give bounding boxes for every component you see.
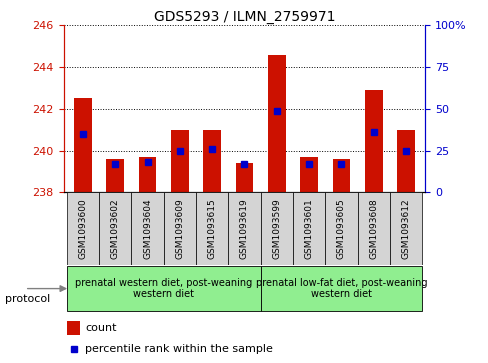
Bar — [67, 266, 260, 311]
Text: count: count — [85, 323, 117, 333]
Bar — [163, 192, 196, 265]
Bar — [292, 192, 325, 265]
Bar — [364, 90, 382, 192]
Bar — [203, 130, 221, 192]
Bar — [67, 192, 99, 265]
Text: GSM1093619: GSM1093619 — [240, 198, 248, 259]
Bar — [332, 159, 349, 192]
Text: GSM1093604: GSM1093604 — [143, 198, 152, 259]
Text: GSM1093600: GSM1093600 — [78, 198, 87, 259]
Bar — [325, 192, 357, 265]
Text: GSM1093612: GSM1093612 — [401, 198, 410, 259]
Text: GSM1093601: GSM1093601 — [304, 198, 313, 259]
Bar — [99, 192, 131, 265]
Bar — [396, 130, 414, 192]
Bar — [267, 55, 285, 192]
Text: GSM1093605: GSM1093605 — [336, 198, 345, 259]
Bar — [106, 159, 124, 192]
Bar — [357, 192, 389, 265]
Text: GSM1093615: GSM1093615 — [207, 198, 216, 259]
Bar — [171, 130, 188, 192]
Text: prenatal low-fat diet, post-weaning
western diet: prenatal low-fat diet, post-weaning west… — [255, 278, 427, 299]
Bar — [260, 192, 292, 265]
Text: GSM1093608: GSM1093608 — [368, 198, 377, 259]
Bar — [389, 192, 421, 265]
Bar — [260, 266, 421, 311]
Bar — [300, 157, 317, 192]
Bar — [139, 157, 156, 192]
Bar — [131, 192, 163, 265]
Bar — [196, 192, 228, 265]
Text: GSM1093602: GSM1093602 — [111, 198, 120, 259]
Text: GSM1093609: GSM1093609 — [175, 198, 184, 259]
Bar — [235, 163, 253, 192]
Text: prenatal western diet, post-weaning
western diet: prenatal western diet, post-weaning west… — [75, 278, 252, 299]
Bar — [228, 192, 260, 265]
Bar — [74, 98, 92, 192]
Text: percentile rank within the sample: percentile rank within the sample — [85, 344, 273, 354]
Title: GDS5293 / ILMN_2759971: GDS5293 / ILMN_2759971 — [153, 11, 335, 24]
Text: protocol: protocol — [5, 294, 50, 305]
Bar — [67, 321, 80, 335]
Text: GSM1093599: GSM1093599 — [272, 198, 281, 259]
